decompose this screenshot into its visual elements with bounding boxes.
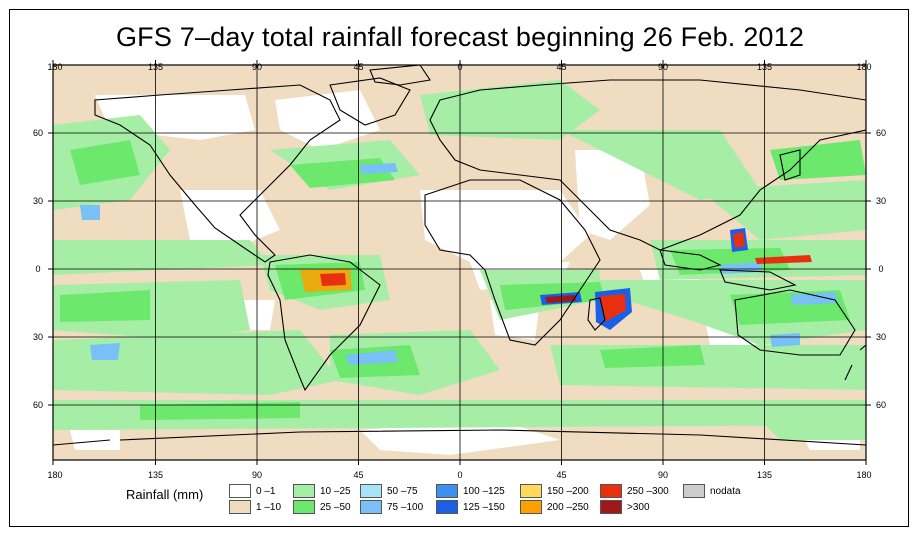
- legend-label-over-300: >300: [627, 502, 650, 513]
- lon-tick-top: 180: [47, 62, 62, 72]
- legend-swatch-1-10: [229, 500, 251, 514]
- lon-tick-top: 45: [556, 62, 566, 72]
- legend-label-50-75: 50 –75: [387, 486, 418, 497]
- lat-tick-left: 30: [33, 332, 43, 342]
- lon-tick-top: 90: [252, 62, 262, 72]
- legend-swatch-150-200: [520, 484, 542, 498]
- lat-tick-right: 60: [876, 128, 886, 138]
- legend-label-200-250: 200 –250: [547, 502, 589, 513]
- lon-tick-bottom: 0: [457, 470, 462, 480]
- lon-tick-bottom: 135: [148, 470, 163, 480]
- lon-tick-bottom: 90: [658, 470, 668, 480]
- lon-tick-bottom: 180: [856, 470, 871, 480]
- legend-swatch-0-1: [229, 484, 251, 498]
- legend-label-250-300: 250 –300: [627, 486, 669, 497]
- lon-labels-top: 180 135 90 45 0 45 90 135 180: [47, 62, 871, 72]
- legend-title: Rainfall (mm): [126, 487, 204, 502]
- legend-label-25-50: 25 –50: [320, 502, 351, 513]
- lon-tick-bottom: 135: [757, 470, 772, 480]
- lon-tick-top: 0: [457, 62, 462, 72]
- legend-label-1-10: 1 –10: [256, 502, 282, 513]
- lat-tick-left: 30: [33, 196, 43, 206]
- lon-tick-bottom: 45: [353, 470, 363, 480]
- rain-heavy: [300, 228, 812, 330]
- lat-tick-right: 0: [878, 264, 883, 274]
- lat-tick-left: 0: [35, 264, 40, 274]
- lon-tick-bottom: 45: [556, 470, 566, 480]
- lon-tick-bottom: 90: [252, 470, 262, 480]
- legend-swatch-50-75: [360, 484, 382, 498]
- legend-label-100-125: 100 –125: [463, 486, 505, 497]
- lon-tick-top: 180: [856, 62, 871, 72]
- lon-labels-bottom: 180 135 90 45 0 45 90 135 180: [47, 470, 871, 480]
- legend-swatch-250-300: [600, 484, 622, 498]
- lat-tick-right: 30: [876, 332, 886, 342]
- lat-tick-right: 30: [876, 196, 886, 206]
- lat-tick-left: 60: [33, 128, 43, 138]
- legend-label-75-100: 75 –100: [387, 502, 424, 513]
- lon-tick-bottom: 180: [47, 470, 62, 480]
- map-body: [53, 65, 866, 460]
- legend-swatch-75-100: [360, 500, 382, 514]
- lon-tick-top: 90: [658, 62, 668, 72]
- lat-labels-right: 60 30 0 30 60: [876, 128, 886, 410]
- legend-swatch-nodata: [683, 484, 705, 498]
- legend-label-125-150: 125 –150: [463, 502, 505, 513]
- lon-tick-top: 135: [757, 62, 772, 72]
- lon-tick-top: 135: [148, 62, 163, 72]
- legend-swatch-200-250: [520, 500, 542, 514]
- legend-swatch-25-50: [293, 500, 315, 514]
- map-title: GFS 7–day total rainfall forecast beginn…: [115, 22, 805, 52]
- legend-label-0-1: 0 –1: [256, 486, 276, 497]
- lat-labels-left: 60 30 0 30 60: [33, 128, 43, 410]
- lat-tick-left: 60: [33, 400, 43, 410]
- coastlines: [53, 65, 866, 446]
- lon-tick-top: 45: [353, 62, 363, 72]
- legend-label-150-200: 150 –200: [547, 486, 589, 497]
- legend-swatch-100-125: [436, 484, 458, 498]
- legend-label-10-25: 10 –25: [320, 486, 351, 497]
- legend-swatch-10-25: [293, 484, 315, 498]
- legend-swatch-over-300: [600, 500, 622, 514]
- graticule: [53, 65, 866, 460]
- legend-swatch-125-150: [436, 500, 458, 514]
- lat-tick-right: 60: [876, 400, 886, 410]
- legend-label-nodata: nodata: [710, 486, 741, 497]
- tick-marks: [48, 60, 871, 465]
